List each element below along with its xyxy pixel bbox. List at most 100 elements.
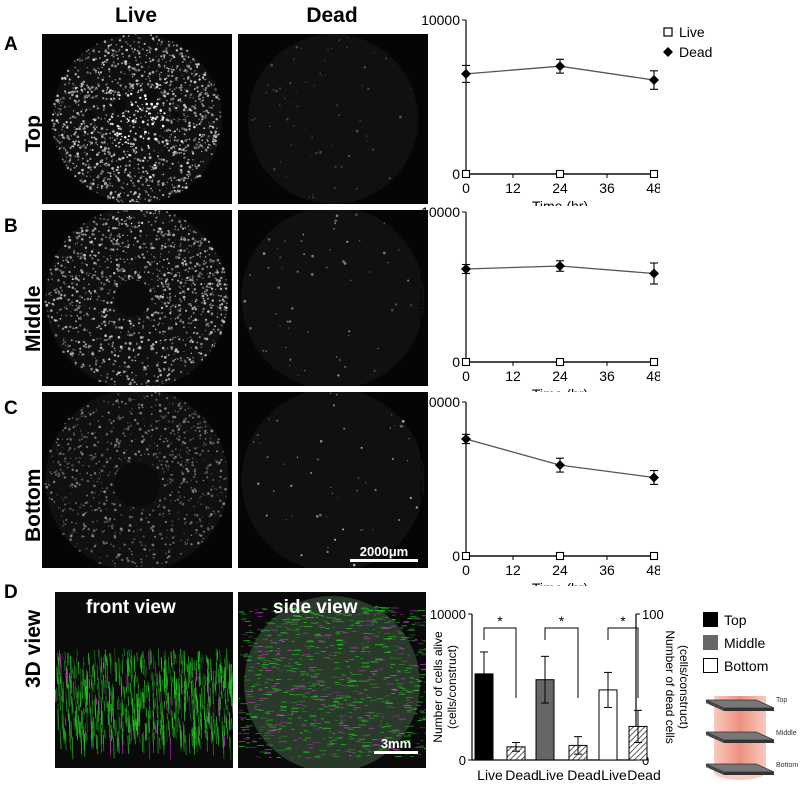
cell-dot <box>111 160 114 163</box>
cell-dot <box>122 201 123 202</box>
cell-dot <box>148 317 150 319</box>
cell-dot <box>169 513 170 514</box>
cell-dot <box>68 92 70 94</box>
cell-dot <box>172 542 175 545</box>
cell-dot <box>200 535 202 537</box>
cell-dot <box>273 168 275 170</box>
cell-dot <box>75 103 77 105</box>
cell-dot <box>162 285 165 288</box>
cell-dot <box>95 358 96 359</box>
cell-dot <box>144 425 145 426</box>
cell-dot <box>120 246 121 247</box>
cell-dot <box>63 343 65 345</box>
cell-dot <box>111 123 113 125</box>
cell-dot <box>118 269 120 271</box>
cell-dot <box>75 523 76 524</box>
stain-stroke <box>61 738 62 750</box>
cell-dot <box>223 300 225 302</box>
cell-dot <box>192 58 195 61</box>
cell-dot <box>75 275 77 277</box>
cell-dot <box>174 136 176 138</box>
stain-stroke <box>159 671 160 685</box>
cell-dot <box>269 126 270 127</box>
stain-stroke <box>174 712 175 719</box>
cell-dot <box>201 238 203 240</box>
cell-dot <box>112 560 113 561</box>
cell-dot <box>54 110 55 111</box>
cell-dot <box>170 528 173 531</box>
cell-dot <box>157 230 160 233</box>
stain-stroke <box>94 664 95 677</box>
cell-dot <box>76 95 79 98</box>
cell-dot <box>109 518 111 520</box>
cell-dot <box>168 238 171 241</box>
cell-dot <box>191 535 192 536</box>
cell-dot <box>194 88 196 90</box>
cell-dot <box>183 104 186 107</box>
cell-dot <box>72 305 73 306</box>
cell-dot <box>110 105 112 107</box>
cell-dot <box>111 321 113 323</box>
cell-dot <box>90 97 91 98</box>
cell-dot <box>148 194 149 195</box>
cell-dot <box>89 423 91 425</box>
stain-stroke <box>232 718 233 729</box>
cell-dot <box>99 266 100 267</box>
cell-dot <box>177 121 178 122</box>
cell-dot <box>178 402 180 404</box>
cell-dot <box>150 84 152 86</box>
cell-dot <box>138 106 139 107</box>
cell-dot <box>185 121 187 123</box>
cell-dot <box>61 77 64 80</box>
stain-stroke <box>181 649 182 665</box>
cell-dot <box>172 91 173 92</box>
cell-dot <box>356 490 358 492</box>
cell-dot <box>101 159 103 161</box>
cell-dot <box>127 43 129 45</box>
stain-stroke <box>113 708 114 729</box>
stain-stroke <box>91 708 92 729</box>
stain-stroke <box>230 737 231 760</box>
cell-dot <box>158 228 160 230</box>
cell-dot <box>204 238 206 240</box>
cell-dot <box>113 310 115 312</box>
cell-dot <box>148 108 150 110</box>
cell-dot <box>67 439 69 441</box>
cell-dot <box>57 102 58 103</box>
cell-dot <box>208 241 210 243</box>
cell-dot <box>214 345 216 347</box>
cell-dot <box>202 135 204 137</box>
cell-dot <box>177 105 178 106</box>
cell-dot <box>135 147 137 149</box>
cell-dot <box>67 345 69 347</box>
cell-dot <box>100 162 102 164</box>
cell-dot <box>78 232 81 235</box>
cell-dot <box>105 222 108 225</box>
cell-dot <box>140 117 141 118</box>
cell-dot <box>117 220 119 222</box>
cell-dot <box>143 396 144 397</box>
cell-dot <box>402 140 403 141</box>
cell-dot <box>181 93 182 94</box>
cell-dot <box>192 256 193 257</box>
cell-dot <box>119 94 121 96</box>
cell-dot <box>109 471 111 473</box>
cell-dot <box>75 131 77 133</box>
cell-dot <box>82 364 84 366</box>
cell-dot <box>107 311 108 312</box>
cell-dot <box>95 463 97 465</box>
cell-dot <box>218 95 219 96</box>
cell-dot <box>113 420 115 422</box>
cell-dot <box>133 325 135 327</box>
cell-dot <box>213 479 215 481</box>
cell-dot <box>134 273 136 275</box>
cell-dot <box>198 78 200 80</box>
cell-dot <box>190 361 192 363</box>
stain-stroke <box>158 648 159 666</box>
cell-dot <box>112 100 113 101</box>
cell-dot <box>135 439 136 440</box>
stain-stroke <box>211 659 212 681</box>
cell-dot <box>145 116 146 117</box>
cell-dot <box>172 305 174 307</box>
cell-dot <box>177 272 178 273</box>
